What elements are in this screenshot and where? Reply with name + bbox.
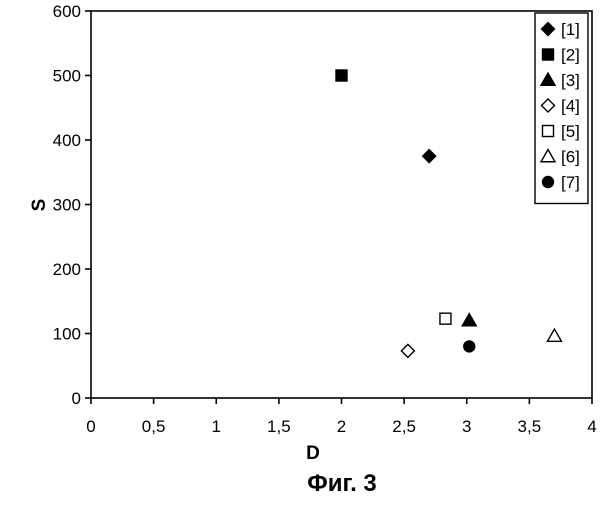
- data-point-series-7: [464, 341, 475, 352]
- y-tick-label: 500: [53, 67, 81, 86]
- legend-marker-7: [543, 177, 554, 188]
- ticks-layer: 0 100 200 300 400 500 600 0 0,5 1 1,5 2 2,5 3 3,5 4: [53, 2, 597, 436]
- data-point-series-4: [401, 344, 414, 357]
- legend-label-5: [5]: [561, 122, 580, 141]
- legend-marker-5: [543, 126, 554, 137]
- x-tick-label: 1,5: [267, 417, 291, 436]
- x-tick-label: 0: [86, 417, 95, 436]
- data-point-series-6: [547, 329, 561, 341]
- y-tick-label: 0: [72, 389, 81, 408]
- data-point-series-5: [440, 313, 451, 324]
- axes-layer: [91, 11, 592, 398]
- x-tick-label: 2: [337, 417, 346, 436]
- x-tick-label: 4: [587, 417, 596, 436]
- x-tick-label: 3,5: [518, 417, 542, 436]
- x-tick-label: 1: [212, 417, 221, 436]
- y-tick-label: 200: [53, 260, 81, 279]
- y-axis-title: S: [29, 199, 50, 212]
- data-point-series-1: [423, 150, 436, 163]
- x-tick-label: 0,5: [142, 417, 166, 436]
- data-point-series-2: [336, 70, 347, 81]
- y-tick-label: 300: [53, 196, 81, 215]
- legend-label-6: [6]: [561, 148, 580, 167]
- y-tick-label: 100: [53, 325, 81, 344]
- points-layer: [336, 70, 561, 357]
- legend-label-4: [4]: [561, 97, 580, 116]
- legend-marker-2: [543, 49, 554, 60]
- plot-frame: [91, 11, 592, 398]
- y-tick-label: 400: [53, 131, 81, 150]
- legend-label-2: [2]: [561, 46, 580, 65]
- legend-label-1: [1]: [561, 20, 580, 39]
- figure-caption: Фиг. 3: [307, 470, 377, 497]
- y-tick-label: 600: [53, 2, 81, 21]
- x-axis-title: D: [306, 443, 320, 464]
- legend-label-3: [3]: [561, 71, 580, 90]
- x-tick-label: 2,5: [392, 417, 416, 436]
- x-tick-label: 3: [462, 417, 471, 436]
- data-point-series-3: [462, 314, 476, 326]
- legend: [1] [2] [3] [4] [5] [6] [7]: [535, 13, 588, 204]
- legend-label-7: [7]: [561, 173, 580, 192]
